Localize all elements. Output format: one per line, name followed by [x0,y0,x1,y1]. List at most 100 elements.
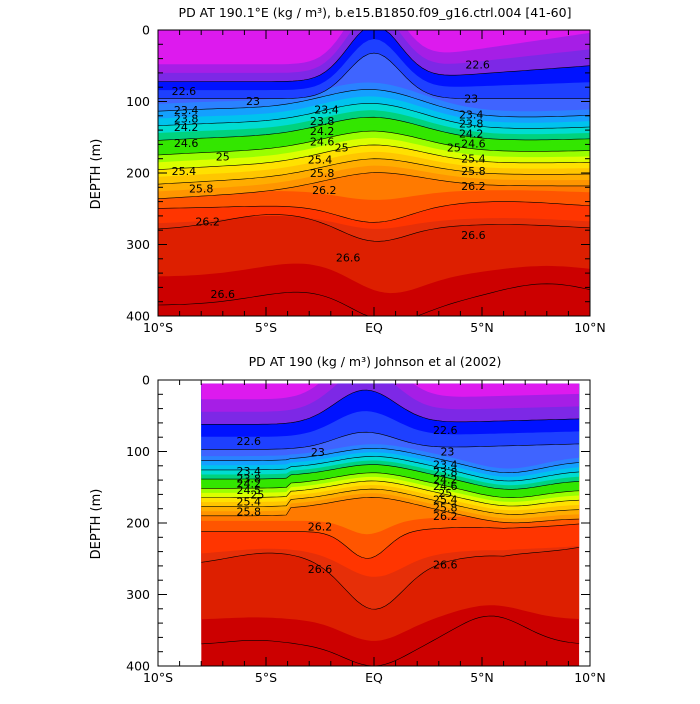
y-tick-label: 400 [126,309,150,324]
y-tick-label: 0 [142,373,150,388]
contour-line [201,496,580,524]
contour-label: 25.8 [433,501,458,514]
x-tick-label: 5°S [255,320,277,335]
contour-label: 26.2 [461,180,486,193]
contour-label: 23.4 [433,458,458,471]
contour-label: 23.8 [433,466,458,479]
contour-label: 25.4 [433,493,458,506]
contour-line [158,214,590,242]
contour-label: 22.6 [172,85,197,98]
contour-label: 25.8 [310,167,335,180]
x-tick-label: 5°N [470,670,494,685]
contour-label: 26.6 [211,288,236,301]
contour-line [158,52,590,99]
bottom-panel-ylabel: DEPTH (m) [89,489,104,560]
contour-label: 26.2 [308,521,333,534]
contour-label: 26.2 [195,216,220,229]
contour-label: 26.6 [433,558,458,571]
contour-label: 25.8 [236,506,261,519]
contour-line [201,447,580,474]
contour-label: 22.6 [465,58,490,71]
contour-line [158,30,590,82]
contour-line [158,89,590,118]
contour-label: 24.6 [174,137,199,150]
contour-label: 23.4 [174,104,199,117]
contour-label: 26.6 [461,229,486,242]
contour-label: 26.6 [308,563,333,576]
contour-label: 23.8 [174,113,199,126]
contour-line [158,283,590,316]
contour-field: 22.62323.423.824.224.62525.425.826.226.6… [158,30,590,316]
contour-field: 22.62323.423.824.224.52525.425.826.226.6… [201,383,580,666]
contour-label: 23 [311,446,325,459]
contour-label: 25.8 [189,183,214,196]
contour-label: 25.4 [308,153,333,166]
contour-label: 24.6 [433,480,458,493]
contour-label: 24.2 [236,478,261,491]
contour-label: 24.5 [236,484,261,497]
top-panel-title: PD AT 190.1°E (kg / m³), b.e15.B1850.f09… [179,5,572,20]
contour-line [158,130,590,156]
y-tick-label: 300 [126,587,150,602]
contour-label: 25.4 [172,165,197,178]
contour-line [201,547,580,610]
contour-line [201,389,580,425]
contour-label: 24.6 [310,136,335,149]
top-panel: PD AT 190.1°E (kg / m³), b.e15.B1850.f09… [89,5,606,335]
contour-label: 22.6 [433,424,458,437]
y-tick-label: 100 [126,94,150,109]
contour-line [201,431,580,450]
y-tick-label: 400 [126,659,150,674]
x-tick-label: EQ [365,670,383,685]
x-tick-label: 10°N [574,320,606,335]
contour-label: 23.8 [310,115,335,128]
y-tick-label: 200 [126,516,150,531]
y-tick-label: 100 [126,444,150,459]
contour-label: 23 [440,446,454,459]
contour-line [158,158,590,185]
contour-label: 26.6 [336,251,361,264]
contour-label: 24.2 [310,125,335,138]
x-tick-label: 5°S [255,670,277,685]
contour-label: 23.8 [236,473,261,486]
contour-line [201,615,580,666]
contour-line [158,144,590,170]
x-tick-label: EQ [365,320,383,335]
contour-label: 25 [216,151,230,164]
contour-label: 26.2 [433,510,458,523]
contour-line [158,201,590,223]
bottom-panel: PD AT 190 (kg / m³) Johnson et al (2002)… [89,354,606,685]
contour-line [158,103,590,129]
y-tick-label: 0 [142,23,150,38]
contour-label: 22.6 [236,435,261,448]
contour-label: 25.4 [236,496,261,509]
contour-label: 24.6 [461,138,486,151]
y-tick-label: 300 [126,237,150,252]
x-tick-label: 10°N [574,670,606,685]
contour-label: 25.8 [461,165,486,178]
contour-label: 25 [438,487,452,500]
contour-line [201,456,580,482]
contour-line [158,116,590,141]
contour-label: 25 [250,488,264,501]
contour-line [201,488,580,515]
contour-label: 23.4 [314,103,339,116]
contour-label: 24.2 [459,128,484,141]
contour-line [201,523,580,559]
contour-label: 24.2 [174,121,199,134]
contour-label: 24.2 [433,473,458,486]
contour-line [201,480,580,507]
x-tick-label: 10°S [143,320,173,335]
contour-label: 25 [335,141,349,154]
contour-line [158,172,590,199]
contour-label: 25 [447,141,461,154]
x-tick-label: 10°S [143,670,173,685]
bottom-panel-title: PD AT 190 (kg / m³) Johnson et al (2002) [249,354,502,369]
contour-label: 26.2 [312,184,337,197]
contour-label: 23.4 [236,465,261,478]
contour-band [201,383,580,400]
x-tick-label: 5°N [470,320,494,335]
contour-label: 25.4 [461,153,486,166]
